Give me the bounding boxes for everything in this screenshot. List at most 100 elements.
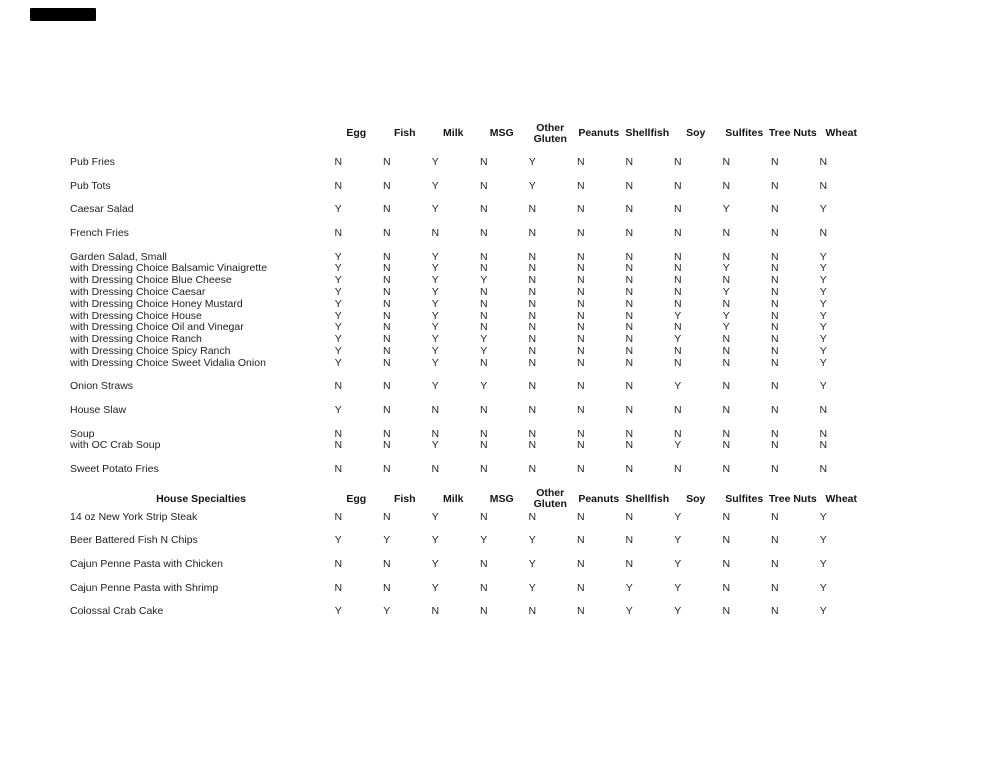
allergen-value: N	[770, 534, 779, 547]
allergen-value: N	[479, 321, 488, 334]
allergen-value: N	[576, 250, 585, 263]
allergen-value: N	[770, 285, 779, 298]
allergen-value: N	[625, 274, 634, 287]
allergen-value: Y	[334, 534, 342, 547]
allergen-value: N	[625, 403, 634, 416]
allergen-value: N	[770, 558, 779, 571]
item-name-cell: Caesar Salad	[70, 203, 314, 216]
allergen-value: Y	[431, 297, 439, 310]
allergen-value: N	[382, 262, 391, 275]
table-row: with Dressing Choice Ranch Y N Y Y N N N Y N N Y	[0, 333, 900, 346]
column-header: Soy	[654, 492, 706, 506]
allergen-value: N	[382, 558, 391, 571]
allergen-value: Y	[722, 285, 730, 298]
column-header-label: Milk	[443, 127, 464, 140]
column-header-label: Peanuts	[578, 492, 620, 505]
table-row: Beer Battered Fish N Chips Y Y Y Y Y N N Y N N Y	[0, 535, 900, 547]
allergen-value: N	[334, 226, 343, 239]
allergen-value: N	[770, 462, 779, 475]
allergen-value: N	[528, 427, 537, 440]
allergen-value: N	[334, 427, 343, 440]
allergen-value: N	[528, 510, 537, 523]
allergen-value: Y	[674, 510, 682, 523]
item-name: with OC Crab Soup	[70, 439, 161, 452]
allergen-value: Y	[334, 297, 342, 310]
allergen-value: N	[528, 274, 537, 287]
allergen-value: N	[431, 427, 440, 440]
column-header: Fish	[363, 493, 416, 506]
column-header-label: Soy	[686, 492, 706, 505]
allergen-value: Y	[819, 285, 827, 298]
allergen-value: N	[479, 250, 488, 263]
item-name-cell: Onion Straws	[70, 380, 314, 393]
allergen-value: Y	[431, 274, 439, 287]
allergen-value: Y	[431, 558, 439, 571]
allergen-value: Y	[819, 510, 827, 523]
column-header-label: MSG	[489, 127, 514, 140]
column-header: Peanuts	[557, 128, 619, 140]
table-row: Colossal Crab Cake Y Y N N N N Y Y N N Y	[0, 605, 900, 618]
allergen-value: N	[625, 250, 634, 263]
allergen-value: N	[722, 427, 731, 440]
column-header: Tree Nuts	[751, 128, 817, 140]
item-name-cell: French Fries	[70, 227, 314, 240]
column-header: Other Gluten	[508, 488, 567, 511]
allergen-value: N	[479, 297, 488, 310]
allergen-value: Y	[334, 250, 342, 263]
column-header: Wheat	[799, 128, 858, 140]
allergen-value: Y	[819, 297, 827, 310]
allergen-value: N	[673, 462, 682, 475]
table-row: with Dressing Choice Oil and Vinegar Y N Y N…	[0, 321, 900, 334]
allergen-value: N	[722, 156, 731, 169]
allergen-value: N	[528, 439, 537, 452]
allergen-value: Y	[722, 309, 730, 322]
redaction-bar	[30, 8, 96, 21]
allergen-value: N	[770, 439, 779, 452]
column-header-label: Wheat	[825, 127, 858, 140]
table-row: Sweet Potato Fries N N N N N N N N N N N	[0, 462, 900, 476]
allergen-value: Y	[480, 274, 488, 287]
allergen-value: Y	[480, 344, 488, 357]
allergen-value: N	[625, 510, 634, 523]
allergen-value: N	[673, 344, 682, 357]
allergen-value: N	[528, 380, 537, 393]
item-name: Soup	[70, 427, 95, 440]
allergen-value: N	[382, 226, 391, 239]
column-header-label: Fish	[393, 127, 416, 140]
column-header: Fish	[363, 128, 416, 140]
column-header: Peanuts	[557, 493, 619, 506]
allergen-value: Y	[528, 179, 536, 192]
allergen-value: Y	[528, 534, 536, 547]
column-header-label: Sulfites	[725, 492, 764, 505]
item-name: with Dressing Choice Sweet Vidalia Onion	[70, 356, 266, 369]
allergen-value: N	[479, 203, 488, 216]
allergen-value: N	[334, 558, 343, 571]
item-name-cell: with Dressing Choice Honey Mustard	[70, 298, 314, 311]
allergen-value: Y	[625, 605, 633, 618]
allergen-value: Y	[819, 321, 827, 334]
item-name-cell: Garden Salad, Small	[70, 251, 314, 264]
allergen-value: N	[770, 274, 779, 287]
allergen-value: N	[770, 510, 779, 523]
column-header: Milk	[411, 127, 464, 140]
item-name-cell: with Dressing Choice House	[70, 310, 314, 323]
allergen-value: Y	[722, 321, 730, 334]
item-name-cell: Colossal Crab Cake	[70, 605, 314, 618]
item-name-cell: with Dressing Choice Blue Cheese	[70, 274, 314, 287]
column-header: Egg	[314, 128, 366, 140]
item-name-cell: Soup	[70, 427, 314, 441]
allergen-value: Y	[334, 285, 342, 298]
table-row: with Dressing Choice Sweet Vidalia Onion…	[0, 356, 900, 370]
item-name-cell: House Slaw	[70, 404, 314, 417]
allergen-value: Y	[722, 203, 730, 216]
column-header-label: Peanuts	[578, 127, 620, 140]
allergen-value: N	[770, 321, 779, 334]
table-row: with Dressing Choice Honey Mustard Y N Y N N N…	[0, 297, 900, 311]
table-row: Caesar Salad Y N Y N N N N N Y N Y	[0, 203, 900, 216]
item-name-cell: with Dressing Choice Spicy Ranch	[70, 345, 314, 358]
column-header: Sulfites	[702, 493, 763, 506]
allergen-value: N	[722, 179, 731, 192]
allergen-value: Y	[674, 581, 682, 594]
table-section: House Specialties Egg Fish Milk MSG Other Glut…	[0, 488, 900, 618]
